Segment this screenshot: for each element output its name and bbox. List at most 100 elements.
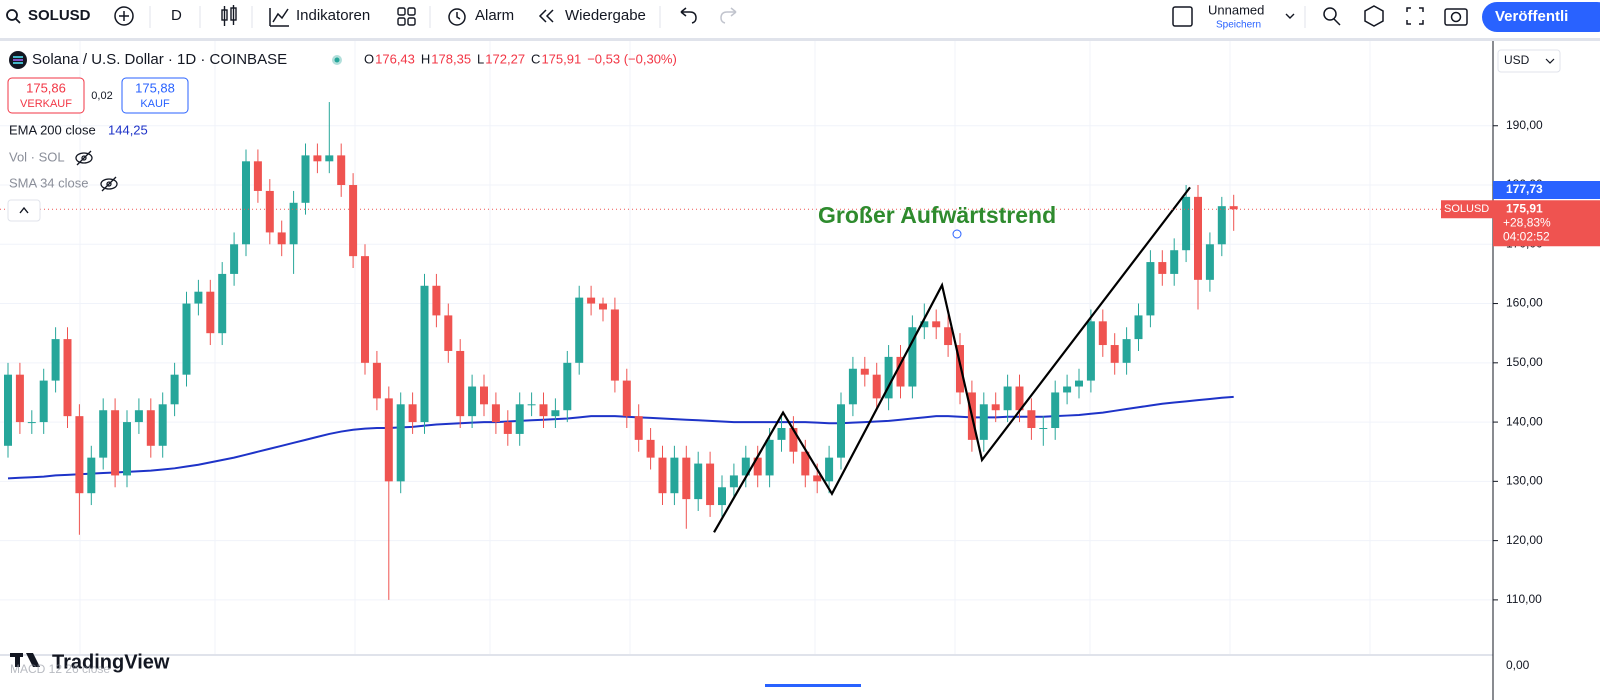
interval[interactable]: D: [171, 7, 182, 24]
market-status-dot: [334, 57, 340, 63]
indicator-value: 144,25: [108, 122, 148, 137]
layout-button[interactable]: [1172, 6, 1193, 27]
symbol-search[interactable]: SOLUSD: [6, 7, 91, 24]
high-tag: [1493, 181, 1600, 199]
candle-body: [1039, 428, 1048, 430]
candle-body: [932, 321, 941, 328]
candle-body: [1086, 321, 1095, 381]
collapse-legend[interactable]: [7, 199, 41, 222]
snapshot-button[interactable]: [1444, 8, 1468, 26]
scale-layer: 110,00120,00130,00140,00150,00160,00170,…: [1441, 118, 1600, 606]
candle-body: [432, 285, 441, 316]
currency-chevron[interactable]: [1545, 58, 1555, 64]
layout-menu[interactable]: [1285, 13, 1295, 19]
spread: 0,02: [91, 90, 112, 102]
candle-body: [444, 315, 453, 351]
candle-body: [503, 422, 512, 434]
candle-body: [1063, 386, 1072, 393]
candle-body: [908, 327, 917, 387]
candle-body: [979, 404, 988, 440]
candle-body: [253, 161, 262, 191]
settings-button[interactable]: [1364, 5, 1384, 27]
candle-body: [825, 457, 834, 482]
y-tick-label: 160,00: [1506, 296, 1543, 310]
y-tick-label: 120,00: [1506, 533, 1543, 547]
candle-body: [134, 410, 143, 423]
candle-body: [575, 297, 584, 363]
toolbar: [0, 0, 1600, 38]
publish-label[interactable]: Veröffentli: [1495, 8, 1568, 25]
chart-type-button[interactable]: [221, 5, 237, 26]
alert-label[interactable]: Alarm: [475, 7, 514, 24]
countdown-label: 04:02:52: [1503, 229, 1550, 243]
candle-body: [1134, 315, 1143, 340]
candle-body: [99, 410, 108, 458]
candle-body: [218, 273, 227, 334]
compare-button[interactable]: [114, 6, 134, 26]
candle-body: [896, 356, 905, 387]
publish-button[interactable]: [1482, 2, 1600, 32]
candle-body: [920, 321, 929, 328]
replay-label[interactable]: Wiedergabe: [565, 7, 646, 24]
candle-body: [956, 345, 964, 393]
candle-body: [480, 386, 488, 405]
save-label[interactable]: Speichern: [1216, 20, 1261, 31]
alert-button[interactable]: Alarm: [448, 7, 514, 26]
indicators-button[interactable]: Indikatoren: [269, 7, 370, 27]
last-price-tag: [1493, 200, 1600, 247]
redo-button[interactable]: [720, 7, 737, 24]
sell-button[interactable]: [7, 77, 85, 114]
candle-body: [206, 291, 215, 334]
candle-body: [706, 463, 715, 506]
currency-button[interactable]: [1497, 49, 1561, 73]
scrollbar[interactable]: [765, 684, 861, 687]
tv-logo-icon: [10, 653, 40, 667]
templates-button[interactable]: [397, 7, 416, 26]
candle-body: [384, 398, 393, 482]
fullscreen-button[interactable]: [1406, 7, 1424, 25]
indicators-label[interactable]: Indikatoren: [296, 7, 370, 24]
indicator-name: SMA 34 close: [9, 175, 89, 190]
candle-body: [741, 457, 750, 476]
buy-price[interactable]: 175,88: [135, 80, 175, 95]
change-label: +28,83%: [1503, 215, 1551, 229]
trendline[interactable]: [713, 186, 1191, 533]
candle-body: [682, 457, 691, 500]
candle-body: [670, 457, 679, 494]
hidden-icon[interactable]: [75, 150, 93, 166]
candle-body: [111, 410, 120, 476]
candle-body: [837, 404, 845, 458]
candle-body: [551, 410, 560, 417]
ohlc-key: C: [531, 51, 540, 66]
layout-name[interactable]: Unnamed: [1208, 2, 1264, 17]
replay-button[interactable]: Wiedergabe: [538, 7, 646, 24]
candle-body: [991, 404, 1000, 411]
y-tick-label: 110,00: [1506, 592, 1542, 606]
sell-price[interactable]: 175,86: [26, 80, 66, 95]
candle-body: [242, 161, 250, 245]
hidden-icon[interactable]: [100, 176, 118, 192]
high-tag-label: 177,73: [1506, 182, 1543, 196]
symbol-logo: [9, 51, 27, 69]
candle-body: [1146, 262, 1155, 316]
candle-body: [515, 404, 524, 434]
candle-body: [146, 410, 155, 446]
candle-body: [27, 422, 36, 424]
candle-body: [4, 374, 12, 446]
buy-button[interactable]: [121, 77, 189, 114]
symbol[interactable]: SOLUSD: [28, 7, 91, 24]
candle-body: [87, 457, 96, 494]
candle-body: [622, 380, 631, 417]
y-tick-label: 130,00: [1506, 474, 1543, 488]
annotation-handle[interactable]: [952, 229, 962, 239]
buy-label[interactable]: KAUF: [140, 98, 170, 110]
candle-body: [813, 475, 822, 482]
undo-button[interactable]: [680, 7, 697, 24]
candle-body: [1158, 262, 1167, 274]
quick-search[interactable]: [1323, 7, 1341, 26]
sell-label[interactable]: VERKAUF: [20, 98, 72, 110]
symbol-tag-label: SOLUSD: [1444, 203, 1489, 215]
currency[interactable]: USD: [1504, 53, 1530, 67]
candle-body: [599, 303, 607, 310]
candle-body: [694, 463, 703, 500]
